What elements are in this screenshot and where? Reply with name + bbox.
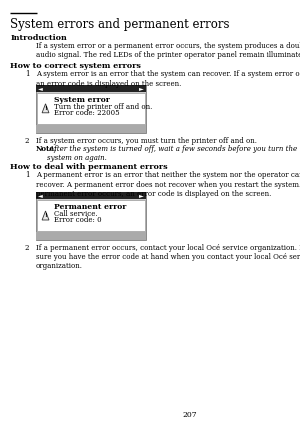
Text: ◄: ◄: [38, 86, 43, 91]
Text: A system error is an error that the system can recover. If a system error occurs: A system error is an error that the syst…: [36, 71, 300, 88]
Text: If a permanent error occurs, contact your local Océ service organization. Make
s: If a permanent error occurs, contact you…: [36, 244, 300, 270]
Text: Turn the printer off and on.: Turn the printer off and on.: [54, 103, 152, 111]
Text: 207: 207: [182, 411, 196, 419]
Text: After the system is turned off, wait a few seconds before you turn the
system on: After the system is turned off, wait a f…: [46, 145, 297, 162]
Text: 1: 1: [25, 71, 29, 78]
Text: System error: System error: [54, 96, 110, 104]
Text: How to correct system errors: How to correct system errors: [10, 62, 141, 71]
Text: System errors and permanent errors: System errors and permanent errors: [10, 18, 230, 31]
Text: Permanent error: Permanent error: [54, 203, 126, 211]
FancyBboxPatch shape: [36, 192, 146, 199]
FancyBboxPatch shape: [36, 192, 146, 240]
FancyBboxPatch shape: [37, 200, 145, 231]
FancyBboxPatch shape: [36, 85, 146, 92]
Polygon shape: [42, 104, 49, 113]
Text: Note:: Note:: [36, 145, 57, 153]
Text: Error code: 0: Error code: 0: [54, 216, 101, 224]
FancyBboxPatch shape: [36, 125, 146, 133]
Text: If a system error or a permanent error occurs, the system produces a double
audi: If a system error or a permanent error o…: [36, 42, 300, 59]
Text: ►: ►: [140, 193, 144, 198]
Text: !: !: [44, 213, 47, 218]
FancyBboxPatch shape: [37, 93, 145, 124]
Text: ◄: ◄: [38, 193, 43, 198]
Text: A permanent error is an error that neither the system nor the operator can
recov: A permanent error is an error that neith…: [36, 171, 300, 198]
Text: Call service.: Call service.: [54, 210, 98, 218]
Text: 1: 1: [25, 171, 29, 179]
FancyBboxPatch shape: [36, 85, 146, 133]
Text: How to deal with permanent errors: How to deal with permanent errors: [10, 163, 168, 171]
Text: !: !: [44, 106, 47, 111]
Text: 2: 2: [25, 244, 29, 252]
Text: Error code: 22005: Error code: 22005: [54, 109, 119, 117]
Polygon shape: [42, 211, 49, 220]
Text: If a system error occurs, you must turn the printer off and on.: If a system error occurs, you must turn …: [36, 137, 257, 145]
Text: Introduction: Introduction: [10, 34, 67, 42]
Text: ►: ►: [140, 86, 144, 91]
FancyBboxPatch shape: [36, 232, 146, 240]
Text: 2: 2: [25, 137, 29, 145]
